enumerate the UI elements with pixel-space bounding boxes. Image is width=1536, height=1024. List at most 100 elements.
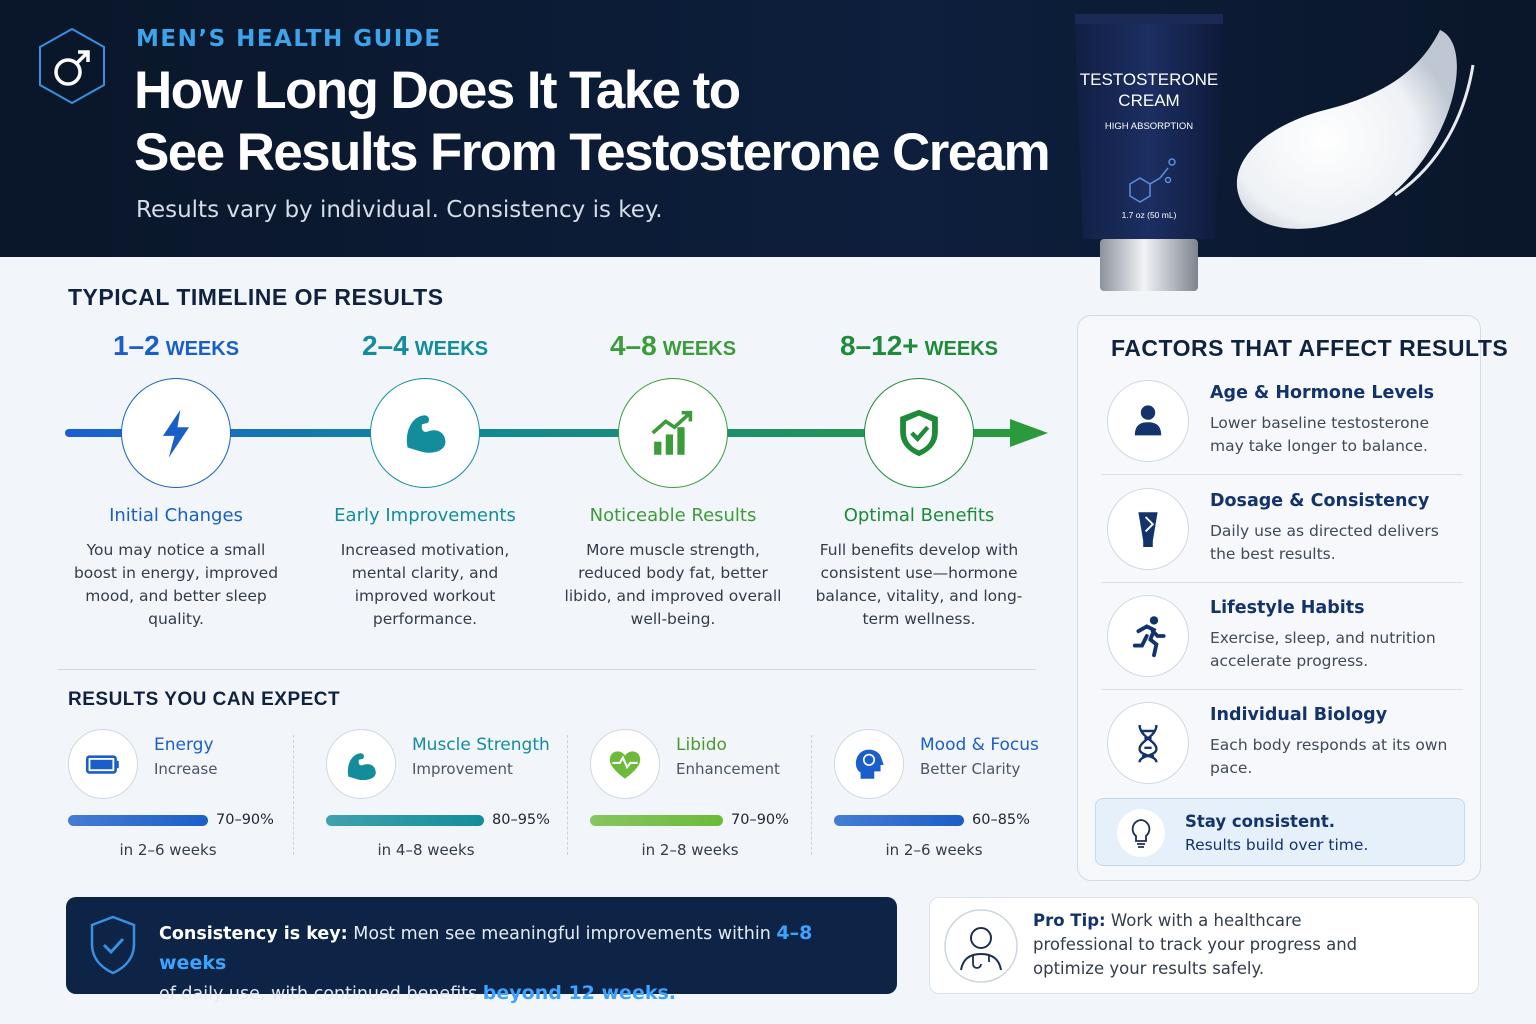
icon-shape bbox=[970, 927, 992, 949]
cream-swoosh bbox=[1236, 30, 1475, 229]
icon-shape bbox=[90, 759, 113, 770]
range-number: 8–12+ bbox=[840, 330, 919, 361]
stage-text: You may notice a small boost in energy, … bbox=[73, 541, 279, 628]
stage-range: 1–2 WEEKS bbox=[56, 330, 296, 362]
icon-shape bbox=[1143, 541, 1153, 547]
result-title: Energy bbox=[154, 735, 214, 755]
icon-shape bbox=[1075, 24, 1223, 239]
icon-shape bbox=[65, 429, 1015, 437]
pro-tip-body: Work with a healthcare professional to t… bbox=[1033, 911, 1358, 978]
icon-shape bbox=[1394, 64, 1475, 197]
icon bbox=[1138, 724, 1158, 763]
factor-divider bbox=[1101, 582, 1463, 583]
result-subtitle: Enhancement bbox=[676, 760, 780, 778]
icon-shape bbox=[654, 441, 662, 455]
timeline-heading: TYPICAL TIMELINE OF RESULTS bbox=[68, 284, 444, 310]
result-bar bbox=[326, 815, 484, 826]
icon bbox=[900, 409, 938, 457]
callout-text-2: of daily use, with continued benefits bbox=[159, 984, 478, 1004]
range-unit: WEEKS bbox=[165, 338, 240, 360]
product-size: 1.7 oz (50 mL) bbox=[1121, 210, 1177, 220]
icon-shape bbox=[1129, 167, 1169, 203]
result-range: 80–95% bbox=[492, 812, 550, 828]
callout-lead: Consistency is key: bbox=[159, 924, 348, 944]
range-unit: WEEKS bbox=[924, 338, 998, 360]
product-tagline: HIGH ABSORPTION bbox=[1104, 121, 1194, 132]
result-separator bbox=[811, 735, 812, 855]
result-range: 70–90% bbox=[731, 812, 789, 828]
callout-highlight: beyond 12 weeks. bbox=[482, 982, 676, 1004]
icon-shape bbox=[1117, 809, 1165, 857]
callout-highlight: 4–8 weeks bbox=[159, 922, 813, 974]
icon bbox=[162, 409, 190, 458]
icon-shape bbox=[85, 755, 117, 774]
factor-title: Lifestyle Habits bbox=[1210, 598, 1365, 618]
result-title: Muscle Strength bbox=[412, 735, 550, 755]
icon-shape bbox=[1168, 158, 1176, 166]
doctor-icon bbox=[944, 909, 1018, 983]
icon-shape bbox=[1144, 516, 1155, 533]
icon-shape bbox=[102, 937, 125, 955]
product-name: CREAM bbox=[1118, 91, 1180, 110]
result-title: Mood & Focus bbox=[920, 735, 1039, 755]
stage-icon bbox=[864, 378, 974, 488]
icon-shape bbox=[609, 751, 641, 779]
icon-shape bbox=[1164, 176, 1172, 184]
result-separator bbox=[293, 735, 294, 855]
icon-shape bbox=[1131, 819, 1151, 848]
stage-title: Optimal Benefits bbox=[843, 505, 995, 526]
title-line: See Results From Testosterone Cream bbox=[134, 123, 1051, 182]
range-unit: WEEKS bbox=[662, 338, 737, 360]
factor-text: Exercise, sleep, and nutrition accelerat… bbox=[1210, 629, 1436, 670]
stage-range: 8–12+ WEEKS bbox=[799, 330, 1039, 362]
result-period: in 2–6 weeks bbox=[885, 841, 983, 859]
shield-icon bbox=[90, 915, 136, 975]
icon-shape bbox=[1138, 512, 1158, 541]
tip-box bbox=[1095, 798, 1465, 866]
stage-title: Early Improvements bbox=[334, 505, 516, 526]
range-number: 2–4 bbox=[361, 330, 409, 361]
result-subtitle: Increase bbox=[154, 760, 218, 778]
factor-icon bbox=[1107, 595, 1189, 677]
pro-tip-text: Pro Tip: Work with a healthcare professi… bbox=[1033, 909, 1403, 981]
icon-shape bbox=[406, 415, 446, 453]
icon bbox=[1138, 512, 1158, 547]
icon bbox=[85, 755, 119, 774]
product-tube bbox=[1075, 14, 1223, 291]
stage-title: Noticeable Results bbox=[589, 505, 757, 526]
bulb-icon bbox=[1117, 809, 1165, 857]
stage-text: Increased motivation, mental clarity, an… bbox=[340, 541, 510, 628]
factor-text: Each body responds at its own pace. bbox=[1210, 736, 1448, 777]
icon bbox=[1132, 616, 1166, 658]
pro-tip-box bbox=[929, 897, 1479, 994]
icon-shape bbox=[972, 956, 990, 969]
result-period: in 2–6 weeks bbox=[119, 841, 217, 859]
subtitle: Results vary by individual. Consistency … bbox=[136, 197, 663, 223]
timeline-line bbox=[65, 419, 1048, 447]
range-number: 4–8 bbox=[609, 330, 657, 361]
result-period: in 2–8 weeks bbox=[641, 841, 739, 859]
icon-shape bbox=[862, 753, 876, 766]
factors-heading: FACTORS THAT AFFECT RESULTS bbox=[1111, 335, 1509, 361]
stage-range: 2–4 WEEKS bbox=[305, 330, 545, 362]
factor-title: Individual Biology bbox=[1210, 705, 1388, 725]
factor-divider bbox=[1101, 474, 1463, 475]
results-heading: RESULTS YOU CAN EXPECT bbox=[68, 689, 341, 710]
icon-shape bbox=[39, 27, 105, 105]
icon-shape bbox=[74, 50, 90, 66]
tip-title: Stay consistent. bbox=[1185, 812, 1336, 831]
range-number: 1–2 bbox=[112, 330, 160, 361]
result-period: in 4–8 weeks bbox=[377, 841, 475, 859]
icon-shape bbox=[1149, 616, 1159, 625]
icon bbox=[347, 753, 376, 781]
result-title: Libido bbox=[676, 735, 727, 755]
icon-shape bbox=[677, 427, 685, 455]
stage-icon bbox=[121, 378, 231, 488]
result-range: 70–90% bbox=[216, 812, 274, 828]
stage-title: Initial Changes bbox=[109, 505, 243, 526]
result-bar bbox=[68, 815, 208, 826]
stage-text: Full benefits develop with consistent us… bbox=[815, 541, 1023, 628]
result-bar bbox=[834, 815, 964, 826]
icon bbox=[651, 410, 693, 455]
